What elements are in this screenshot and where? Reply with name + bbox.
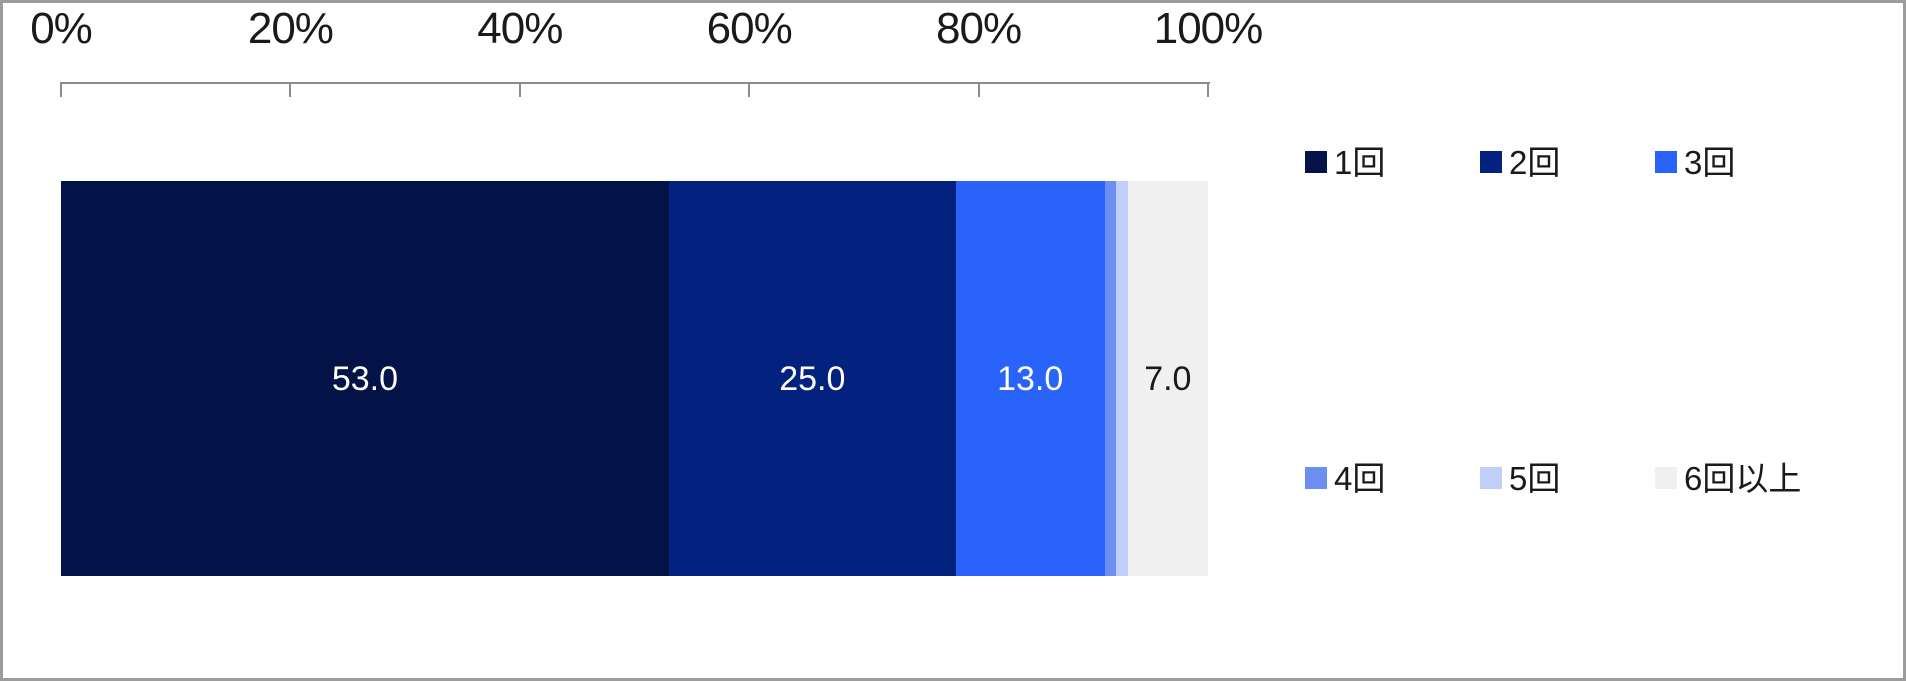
legend-swatch-icon — [1480, 467, 1502, 489]
legend-swatch-icon — [1655, 151, 1677, 173]
legend-label: 5回 — [1509, 459, 1561, 497]
legend-swatch-icon — [1480, 151, 1502, 173]
x-axis-tick-label: 0% — [30, 4, 93, 53]
x-axis-tick-mark — [60, 82, 62, 97]
legend-swatch-icon — [1305, 151, 1327, 173]
bar-segment-2回: 25.0 — [668, 181, 956, 576]
legend-swatch-icon — [1655, 467, 1677, 489]
legend-label: 6回以上 — [1684, 459, 1802, 497]
bar-segment-4回 — [1104, 181, 1117, 576]
x-axis-tick-label: 80% — [936, 4, 1022, 53]
x-axis-line — [61, 82, 1210, 84]
legend-row: 4回 5回 6回以上 — [1305, 460, 1903, 496]
x-axis-tick-label: 20% — [247, 4, 334, 53]
bar-segment-5回 — [1116, 181, 1128, 576]
x-axis-tick-mark — [748, 82, 751, 97]
legend-item-4回: 4回 — [1305, 462, 1480, 495]
bar-segment-value: 53.0 — [331, 359, 399, 398]
legend-row: 1回 2回 3回 — [1305, 144, 1903, 180]
x-axis-tick-mark — [977, 82, 980, 97]
bar-segment-value: 7.0 — [1144, 359, 1192, 398]
bar-segment-value: 13.0 — [997, 359, 1064, 398]
x-axis-tick-mark — [289, 82, 292, 97]
legend-label: 2回 — [1509, 143, 1561, 181]
legend-item-2回: 2回 — [1480, 146, 1655, 179]
bar-segment-value: 25.0 — [779, 359, 846, 398]
x-axis-tick-label: 100% — [1153, 4, 1264, 53]
x-axis-tick-mark — [518, 82, 521, 97]
stacked-bar: 53.0 25.0 13.0 7.0 — [61, 181, 1208, 576]
bar-segment-6回以上: 7.0 — [1127, 181, 1208, 576]
legend-label: 3回 — [1684, 143, 1736, 181]
legend-swatch-icon — [1305, 467, 1327, 489]
legend-label: 4回 — [1334, 459, 1386, 497]
x-axis-tick-label: 60% — [706, 4, 793, 53]
legend-label: 1回 — [1334, 143, 1386, 181]
legend-item-6回以上: 6回以上 — [1655, 462, 1830, 495]
x-axis-tick-label: 40% — [477, 4, 563, 53]
bar-segment-1回: 53.0 — [61, 181, 669, 576]
legend-item-5回: 5回 — [1480, 462, 1655, 495]
bar-segment-3回: 13.0 — [955, 181, 1105, 576]
x-axis-tick-mark — [1207, 82, 1209, 97]
legend-item-1回: 1回 — [1305, 146, 1480, 179]
legend-item-3回: 3回 — [1655, 146, 1830, 179]
